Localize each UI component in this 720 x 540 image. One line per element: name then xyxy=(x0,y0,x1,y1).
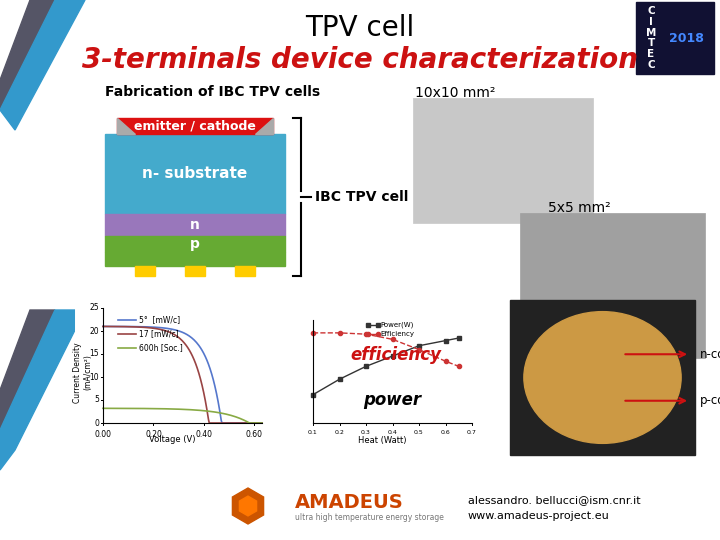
Polygon shape xyxy=(233,488,264,524)
Text: 20: 20 xyxy=(89,327,99,335)
Polygon shape xyxy=(240,496,256,516)
Text: emitter / cathode: emitter / cathode xyxy=(134,119,256,132)
Text: 0.00: 0.00 xyxy=(94,430,112,439)
Text: 5: 5 xyxy=(94,395,99,404)
Bar xyxy=(105,214,285,236)
Text: 17 [mW/c]: 17 [mW/c] xyxy=(139,329,179,339)
Text: 0.7: 0.7 xyxy=(467,430,477,435)
Bar xyxy=(510,300,695,455)
Text: IBC TPV cell: IBC TPV cell xyxy=(315,190,408,204)
Text: 2018: 2018 xyxy=(669,31,703,44)
Bar xyxy=(520,213,705,358)
Text: p-contact: p-contact xyxy=(700,394,720,407)
Text: AMADEUS: AMADEUS xyxy=(295,492,404,511)
Text: www.amadeus-project.eu: www.amadeus-project.eu xyxy=(468,511,610,521)
Text: alessandro. bellucci@ism.cnr.it: alessandro. bellucci@ism.cnr.it xyxy=(468,495,641,505)
Text: 0.2: 0.2 xyxy=(335,430,344,435)
Text: C
I
M
T
E
C: C I M T E C xyxy=(646,6,656,70)
Text: Efficiency: Efficiency xyxy=(380,331,414,337)
Text: 0.1: 0.1 xyxy=(308,430,318,435)
Text: p: p xyxy=(190,237,200,251)
Text: Fabrication of IBC TPV cells: Fabrication of IBC TPV cells xyxy=(105,85,320,99)
Text: 0.5: 0.5 xyxy=(414,430,424,435)
Bar xyxy=(75,300,270,445)
Text: ultra high temperature energy storage: ultra high temperature energy storage xyxy=(295,514,444,523)
Polygon shape xyxy=(117,118,273,134)
Bar xyxy=(636,2,714,74)
Bar xyxy=(413,98,593,223)
Text: 10: 10 xyxy=(89,373,99,381)
Bar xyxy=(235,266,255,276)
Bar xyxy=(105,134,285,214)
Text: n: n xyxy=(190,218,200,232)
Polygon shape xyxy=(0,310,85,470)
Text: 0.4: 0.4 xyxy=(387,430,397,435)
Polygon shape xyxy=(117,118,135,134)
Text: power: power xyxy=(363,391,421,409)
Bar xyxy=(105,252,285,266)
Bar xyxy=(135,266,155,276)
Text: 0.60: 0.60 xyxy=(246,430,263,439)
Text: 3-terminals device characterization: 3-terminals device characterization xyxy=(82,46,638,74)
Text: 600h [Soc.]: 600h [Soc.] xyxy=(139,343,183,353)
Text: 10x10 mm²: 10x10 mm² xyxy=(415,86,495,100)
Text: efficiency: efficiency xyxy=(350,346,441,364)
Text: n- substrate: n- substrate xyxy=(143,166,248,181)
Text: 0.40: 0.40 xyxy=(195,430,212,439)
Text: 15: 15 xyxy=(89,349,99,359)
Text: TPV cell: TPV cell xyxy=(305,14,415,42)
Polygon shape xyxy=(0,310,55,430)
Text: Heat (Watt): Heat (Watt) xyxy=(359,435,407,444)
Bar xyxy=(285,300,480,445)
Text: 0: 0 xyxy=(94,418,99,428)
Text: 5x5 mm²: 5x5 mm² xyxy=(548,201,611,215)
Text: 0.3: 0.3 xyxy=(361,430,371,435)
Polygon shape xyxy=(0,0,55,110)
Polygon shape xyxy=(255,118,273,134)
Polygon shape xyxy=(0,0,85,130)
Text: 5°  [mW/c]: 5° [mW/c] xyxy=(139,315,180,325)
Text: Voltage (V): Voltage (V) xyxy=(149,435,196,444)
Bar xyxy=(105,236,285,252)
Text: Current Density
(mA/cm²): Current Density (mA/cm²) xyxy=(73,342,93,403)
Text: 0.6: 0.6 xyxy=(441,430,451,435)
Bar xyxy=(185,266,205,276)
Text: Power(W): Power(W) xyxy=(380,322,413,328)
Text: 25: 25 xyxy=(89,303,99,313)
Text: 0.20: 0.20 xyxy=(145,430,162,439)
Text: n-contact: n-contact xyxy=(700,348,720,361)
Ellipse shape xyxy=(524,312,681,443)
